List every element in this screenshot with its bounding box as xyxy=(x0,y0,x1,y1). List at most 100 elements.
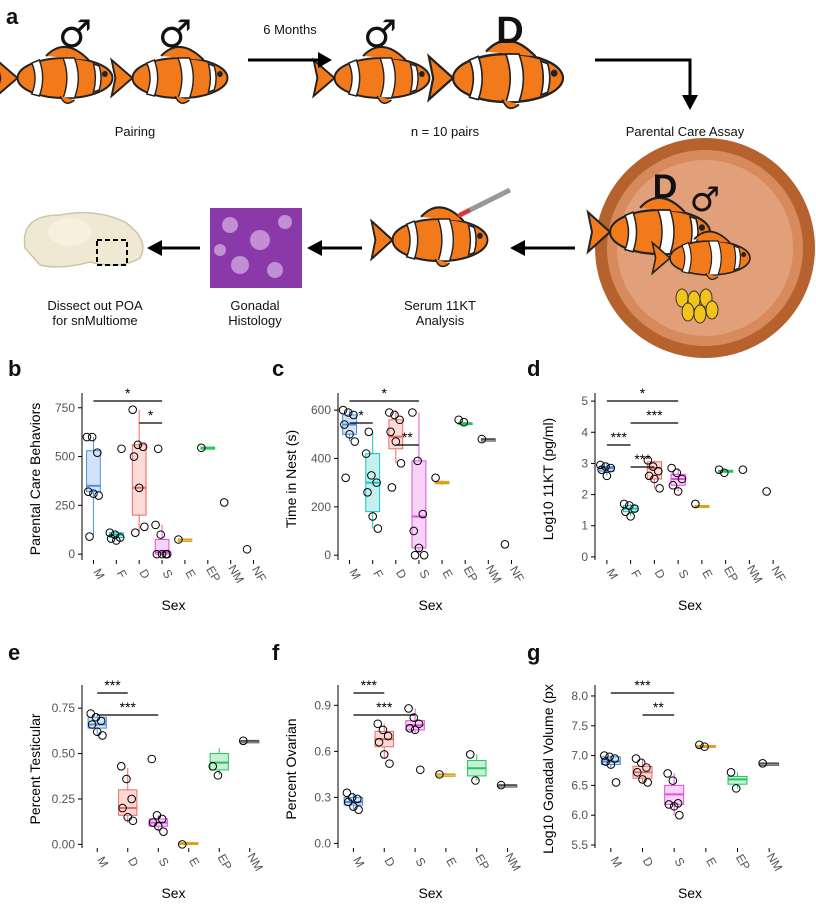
data-point xyxy=(373,524,383,533)
data-point xyxy=(134,483,144,493)
data-point xyxy=(82,432,92,442)
y-tick-label: 0 xyxy=(581,550,588,564)
data-point xyxy=(378,725,388,735)
data-point xyxy=(130,528,140,537)
data-point xyxy=(87,432,97,442)
data-point xyxy=(414,719,424,729)
y-axis-label: Percent Ovarian xyxy=(283,718,299,819)
y-tick-label: 8.0 xyxy=(571,689,588,703)
data-point xyxy=(133,440,143,450)
caption-six-months: 6 Months xyxy=(263,22,317,37)
data-point xyxy=(636,758,646,768)
y-tick-label: 1 xyxy=(581,519,588,533)
significance-label: * xyxy=(125,385,131,401)
data-point xyxy=(147,754,157,764)
data-point xyxy=(106,534,116,543)
data-point xyxy=(374,737,384,747)
data-point xyxy=(117,444,126,454)
data-point xyxy=(630,504,639,513)
y-tick-label: 0 xyxy=(68,547,75,561)
data-point xyxy=(116,761,126,771)
significance-label: ** xyxy=(653,699,664,715)
y-tick-label: 0.9 xyxy=(314,698,331,712)
x-tick-label: F xyxy=(114,567,130,580)
data-point xyxy=(731,784,741,793)
chart-percent-ovarian: 0.0 0.3 0.6 0.9 Percent Ovarian M D S E EP NM Sex **… xyxy=(283,677,524,901)
data-point xyxy=(597,465,606,474)
data-point xyxy=(602,471,612,481)
data-point xyxy=(726,767,736,777)
x-tick-label: D xyxy=(125,855,142,870)
data-point xyxy=(96,716,106,726)
data-point xyxy=(343,797,353,807)
data-point xyxy=(353,794,362,804)
data-point xyxy=(643,778,652,787)
caption-gonadal-histology: Gonadal Histology xyxy=(228,298,282,328)
y-tick-label: 0.0 xyxy=(314,836,331,850)
data-point xyxy=(349,802,358,811)
panel-label-d: d xyxy=(527,356,541,381)
data-point xyxy=(338,405,348,415)
data-point xyxy=(87,720,97,729)
significance-label: *** xyxy=(104,677,121,693)
data-point xyxy=(152,549,162,559)
data-point xyxy=(408,408,417,417)
data-point xyxy=(414,543,424,553)
data-point xyxy=(153,821,163,831)
data-point xyxy=(496,780,506,790)
y-tick-label: 400 xyxy=(311,451,331,465)
y-tick-label: 200 xyxy=(311,500,331,514)
data-point xyxy=(700,742,709,751)
data-point xyxy=(673,487,683,496)
x-tick-label: D xyxy=(640,855,657,870)
data-point xyxy=(379,750,389,759)
significance-label: ** xyxy=(402,429,413,445)
y-tick-label: 500 xyxy=(55,450,75,464)
x-tick-label: NM xyxy=(502,850,523,873)
data-point xyxy=(650,474,659,484)
y-tick-label: 0.75 xyxy=(52,701,76,715)
data-point xyxy=(85,532,94,541)
x-tick-label: S xyxy=(412,855,428,869)
data-point xyxy=(86,709,96,718)
x-tick-label: NM xyxy=(483,562,504,585)
data-point xyxy=(404,704,413,713)
data-point xyxy=(213,771,223,780)
caption-dissect-poa: Dissect out POA for snMultiome xyxy=(47,298,143,328)
x-tick-label: S xyxy=(159,567,175,581)
x-tick-label: NM xyxy=(764,850,785,873)
data-point xyxy=(431,473,440,483)
data-point xyxy=(409,713,419,722)
data-point xyxy=(153,444,163,454)
x-tick-label: F xyxy=(628,567,644,580)
data-point xyxy=(672,468,682,478)
y-tick-label: 7.0 xyxy=(571,749,588,763)
data-point xyxy=(596,460,605,470)
data-point xyxy=(364,427,374,437)
y-tick-label: 750 xyxy=(55,401,75,415)
significance-label: *** xyxy=(376,699,393,715)
data-point xyxy=(413,456,422,466)
data-point xyxy=(219,498,229,507)
x-tick-label: D xyxy=(381,855,398,870)
data-point xyxy=(83,487,93,496)
data-point xyxy=(363,487,372,497)
data-point xyxy=(664,800,674,809)
x-axis-label: Sex xyxy=(418,597,442,613)
data-point xyxy=(238,736,248,746)
y-axis-label: Log10 11KT (pg/ml) xyxy=(540,418,556,540)
male-symbol-1: ♂ xyxy=(57,12,93,56)
significance-label: *** xyxy=(634,677,651,693)
data-point xyxy=(367,471,376,480)
data-point xyxy=(610,754,620,763)
data-point xyxy=(626,512,635,521)
data-point xyxy=(112,536,121,545)
data-point xyxy=(152,811,162,820)
dominant-letter: D xyxy=(496,10,524,52)
x-tick-label: E xyxy=(439,567,455,581)
box-D xyxy=(131,444,147,516)
data-point xyxy=(677,474,687,484)
data-point xyxy=(127,794,136,804)
box-M xyxy=(87,716,107,729)
significance-label: * xyxy=(358,407,364,423)
